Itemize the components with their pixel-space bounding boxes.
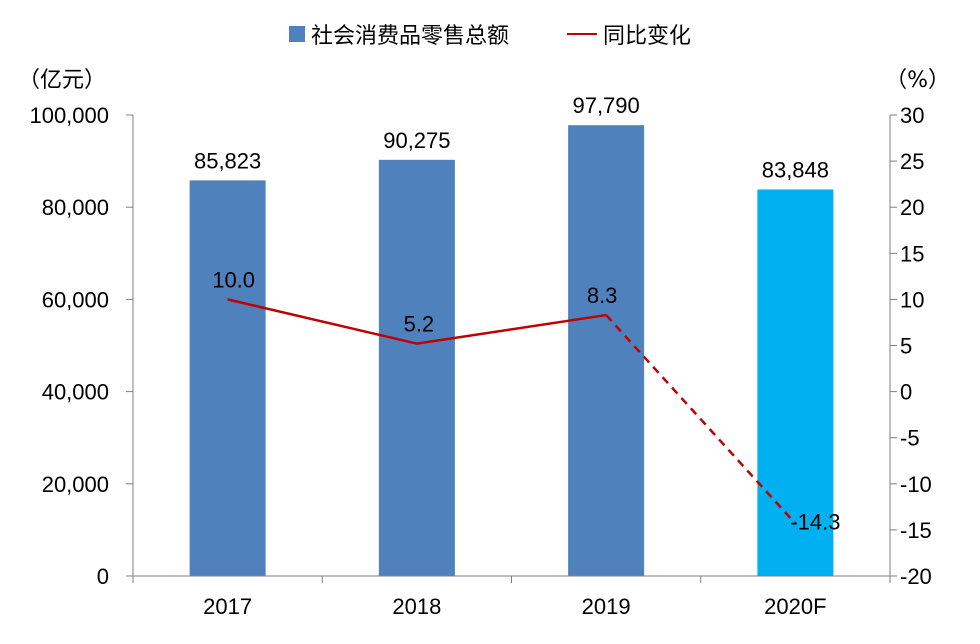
x-tick-label: 2017: [203, 594, 252, 619]
legend-line-swatch: [567, 33, 597, 35]
left-tick-label: 40,000: [42, 380, 109, 405]
right-tick-label: -10: [900, 472, 932, 497]
right-tick-label: 10: [900, 287, 924, 312]
bar-label-2018: 90,275: [383, 128, 450, 153]
legend-bar-swatch: [288, 26, 305, 42]
left-tick-label: 60,000: [42, 287, 109, 312]
left-tick-label: 0: [97, 564, 109, 589]
legend-label-retail-sales: 社会消费品零售总额: [310, 24, 509, 49]
x-tick-label: 2018: [392, 594, 441, 619]
bar-2018: [378, 159, 455, 576]
yoy-label-2020F: -14.3: [790, 509, 840, 534]
left-tick-label: 100,000: [29, 103, 109, 128]
x-tick-label: 2020F: [764, 594, 826, 619]
legend-label-yoy: 同比变化: [603, 24, 692, 49]
right-tick-label: 30: [900, 103, 924, 128]
legend-item-yoy: 同比变化: [567, 18, 691, 50]
right-tick-label: -15: [900, 518, 932, 543]
yoy-label-2019: 8.3: [587, 283, 618, 308]
right-tick-label: -5: [900, 426, 920, 451]
bar-label-2017: 85,823: [194, 148, 261, 173]
right-axis-unit: （%）: [885, 68, 950, 93]
bar-2017: [189, 180, 266, 577]
right-tick-label: 5: [900, 334, 912, 359]
bar-label-2019: 97,790: [572, 93, 639, 118]
bar-2020F: [757, 189, 834, 576]
yoy-label-2018: 5.2: [404, 312, 435, 337]
right-tick-label: -20: [900, 564, 932, 589]
yoy-line-forecast-dashed: [605, 314, 797, 525]
bar-2019: [568, 125, 645, 576]
x-tick-label: 2019: [582, 594, 631, 619]
legend-item-retail-sales: 社会消费品零售总额: [288, 18, 509, 50]
right-tick-label: 0: [900, 380, 912, 405]
left-tick-label: 80,000: [42, 195, 109, 220]
right-tick-label: 20: [900, 195, 924, 220]
right-tick-label: 15: [900, 241, 924, 266]
left-axis-unit: （亿元）: [18, 68, 107, 93]
right-tick-label: 25: [900, 149, 924, 174]
yoy-label-2017: 10.0: [212, 267, 255, 292]
left-tick-label: 20,000: [42, 472, 109, 497]
bar-label-2020F: 83,848: [762, 157, 829, 182]
chart-legend: 社会消费品零售总额 同比变化: [0, 18, 980, 50]
yoy-line-solid: [227, 298, 607, 345]
